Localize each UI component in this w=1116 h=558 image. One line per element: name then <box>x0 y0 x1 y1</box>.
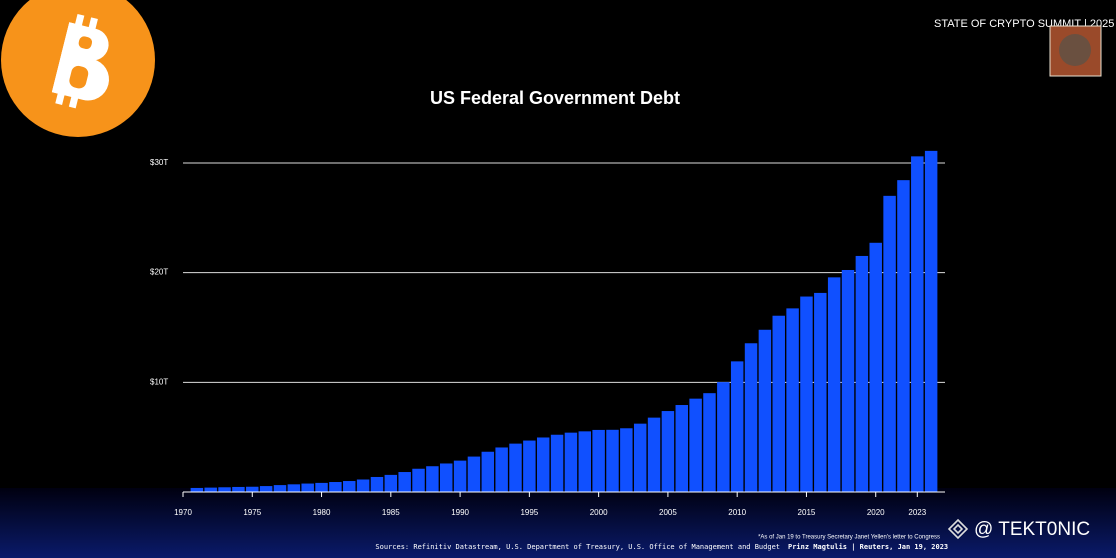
bar <box>246 486 259 492</box>
bar <box>287 484 301 492</box>
bar <box>606 429 619 492</box>
bar <box>786 308 799 492</box>
bar <box>564 432 578 492</box>
bar <box>550 434 564 492</box>
bar <box>855 255 869 492</box>
x-tick-label: 2005 <box>659 508 677 517</box>
bar <box>536 437 550 492</box>
bitcoin-logo <box>1 0 155 137</box>
bar <box>578 431 592 492</box>
bar <box>218 487 231 492</box>
bar <box>453 460 467 492</box>
bar <box>315 482 328 492</box>
x-tick-label: 2023 <box>908 508 926 517</box>
bar <box>924 150 938 492</box>
bar <box>911 156 924 492</box>
bar <box>620 428 633 492</box>
x-tick-label: 1990 <box>451 508 469 517</box>
bar <box>800 296 813 492</box>
bar <box>273 485 287 492</box>
avatar-face <box>1059 34 1091 66</box>
bar <box>384 474 398 492</box>
bar <box>841 269 855 492</box>
x-tick-label: 1975 <box>243 508 261 517</box>
bar <box>190 487 204 492</box>
x-tick-label: 2020 <box>867 508 885 517</box>
bar <box>592 429 605 492</box>
bar <box>495 447 508 492</box>
bar <box>633 423 647 492</box>
y-tick-label: $20T <box>150 268 168 277</box>
bar <box>869 242 882 492</box>
footnote: *As of Jan 19 to Treasury Secretary Jane… <box>758 535 940 541</box>
bar <box>717 382 730 492</box>
x-tick-label: 1970 <box>174 508 192 517</box>
bar <box>730 361 744 492</box>
bar <box>772 315 785 492</box>
y-tick-label: $30T <box>150 158 168 167</box>
bar <box>675 405 688 492</box>
bar <box>370 476 384 492</box>
x-tick-label: 2015 <box>798 508 816 517</box>
bar <box>814 292 827 492</box>
bar <box>661 411 675 492</box>
bar <box>301 483 314 492</box>
bar <box>883 195 896 492</box>
chart-title: US Federal Government Debt <box>430 88 680 108</box>
bar <box>481 451 495 492</box>
bar <box>467 456 481 492</box>
bar <box>259 486 273 492</box>
bar <box>343 481 356 492</box>
bar <box>356 479 370 492</box>
bar <box>827 277 841 492</box>
bottom-band <box>0 488 1116 558</box>
credit: Prinz Magtulis | Reuters, Jan 19, 2023 <box>788 543 948 552</box>
watermark: @ TEKT0NIC <box>974 519 1090 540</box>
bar <box>412 468 425 492</box>
bar <box>897 180 910 492</box>
bar <box>647 417 661 492</box>
watermark-icon <box>947 518 969 540</box>
bar <box>232 486 245 492</box>
x-tick-label: 1980 <box>313 508 331 517</box>
sources: Sources: Refinitiv Datastream, U.S. Depa… <box>375 543 780 551</box>
bar <box>204 487 217 492</box>
bar <box>758 329 772 492</box>
bar <box>398 472 411 492</box>
x-tick-label: 2010 <box>728 508 746 517</box>
bar <box>689 398 702 492</box>
bar <box>744 343 758 492</box>
x-tick-label: 2000 <box>590 508 608 517</box>
x-tick-label: 1995 <box>520 508 538 517</box>
y-tick-label: $10T <box>150 377 168 386</box>
bar <box>523 440 536 492</box>
bar <box>509 443 522 492</box>
bar <box>329 482 342 492</box>
x-tick-label: 1985 <box>382 508 400 517</box>
bar <box>703 393 716 492</box>
bar <box>440 463 453 492</box>
bar <box>426 466 439 492</box>
